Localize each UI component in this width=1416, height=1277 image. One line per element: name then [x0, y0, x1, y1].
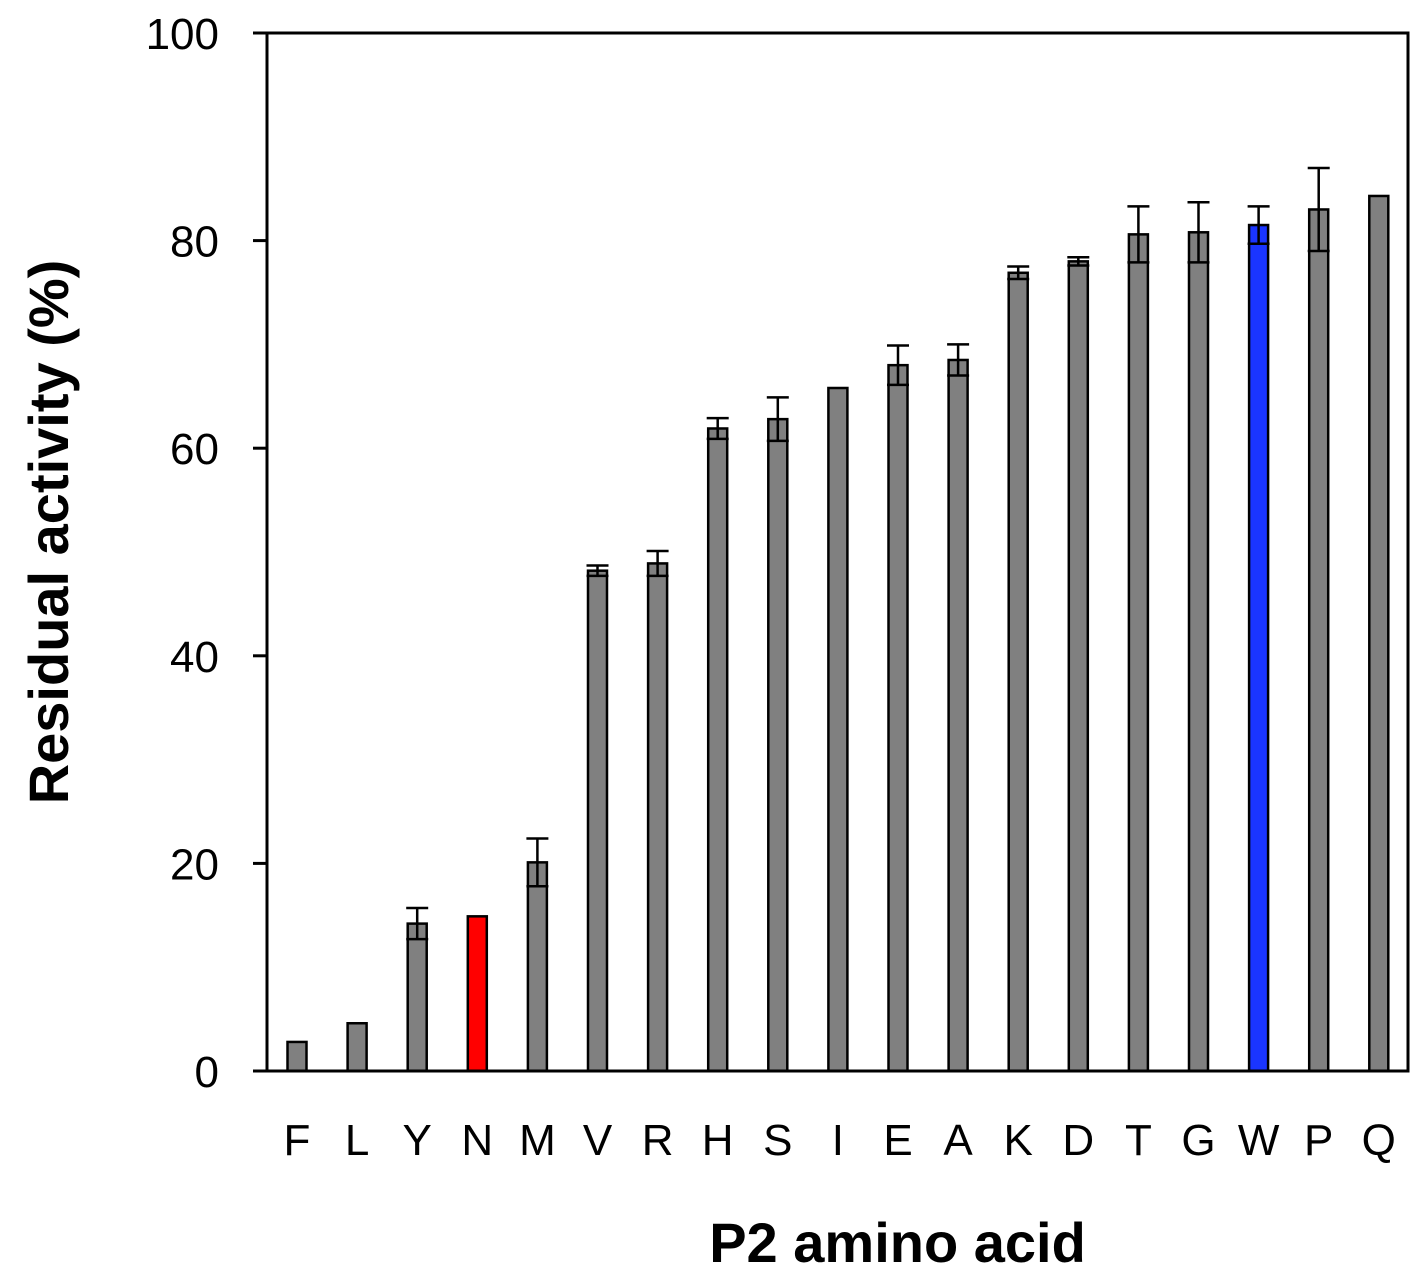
bar-M	[526, 861, 549, 1073]
x-tick-label-L: L	[345, 1116, 369, 1165]
x-tick-label-H: H	[702, 1116, 734, 1165]
bar-L	[346, 1022, 368, 1073]
x-tick-label-P: P	[1304, 1116, 1333, 1165]
x-tick-label-I: I	[832, 1116, 844, 1165]
y-tick-label: 80	[170, 218, 219, 267]
error-bar-K	[1007, 265, 1030, 281]
bar-Q	[1368, 194, 1390, 1073]
x-tick-label-E: E	[883, 1116, 912, 1165]
x-tick-label-V: V	[583, 1116, 613, 1165]
bar-A	[947, 358, 969, 1073]
x-tick-label-G: G	[1181, 1116, 1215, 1165]
error-bar-V	[586, 564, 609, 578]
error-bar-T	[1127, 205, 1150, 264]
error-bar-S	[766, 396, 789, 443]
error-bar-E	[887, 344, 909, 387]
x-tick-label-F: F	[284, 1116, 311, 1165]
x-tick-label-M: M	[519, 1116, 556, 1165]
bar-W	[1247, 223, 1270, 1073]
bars-group	[286, 194, 1390, 1073]
bar-P	[1307, 208, 1330, 1073]
y-tick-label: 60	[170, 425, 219, 474]
bar-R	[646, 562, 669, 1073]
error-bar-R	[646, 549, 669, 578]
error-bar-W	[1247, 205, 1270, 245]
y-axis-title: Residual activity (%)	[17, 260, 80, 805]
bar-D	[1067, 260, 1090, 1073]
x-tick-label-Q: Q	[1362, 1116, 1396, 1165]
y-axis: 0 20 40 60 80 100	[146, 10, 267, 1097]
error-bar-A	[947, 343, 970, 377]
error-bar-P	[1307, 166, 1330, 253]
x-tick-label-W: W	[1238, 1116, 1280, 1165]
plot-area-frame	[265, 31, 1410, 1073]
bar-E	[887, 363, 909, 1073]
bar-T	[1127, 233, 1150, 1073]
error-bar-M	[526, 837, 549, 888]
error-bars-group	[406, 166, 1330, 941]
x-tick-label-R: R	[642, 1116, 674, 1165]
error-bar-G	[1187, 200, 1210, 264]
x-tick-label-K: K	[1004, 1116, 1033, 1165]
bar-Y	[406, 922, 428, 1073]
x-tick-label-A: A	[943, 1116, 973, 1165]
x-tick-label-N: N	[461, 1116, 493, 1165]
error-bar-H	[706, 416, 729, 441]
x-tick-label-Y: Y	[403, 1116, 432, 1165]
bar-G	[1187, 231, 1210, 1073]
bar-K	[1007, 271, 1029, 1073]
y-tick-label: 100	[146, 10, 219, 59]
y-tick-label: 0	[195, 1048, 219, 1097]
x-tick-label-S: S	[763, 1116, 792, 1165]
bar-V	[586, 569, 609, 1073]
error-bar-Y	[406, 906, 429, 941]
bar-N	[466, 915, 489, 1073]
bar-H	[706, 427, 729, 1073]
y-tick-label: 20	[170, 840, 219, 889]
y-tick-label: 40	[170, 633, 219, 682]
x-tick-label-T: T	[1125, 1116, 1152, 1165]
bar-S	[767, 417, 789, 1073]
error-bar-D	[1067, 255, 1090, 267]
bar-F	[286, 1040, 308, 1073]
x-axis-title: P2 amino acid	[709, 1211, 1086, 1274]
bar-I	[827, 386, 849, 1073]
x-tick-label-D: D	[1062, 1116, 1094, 1165]
